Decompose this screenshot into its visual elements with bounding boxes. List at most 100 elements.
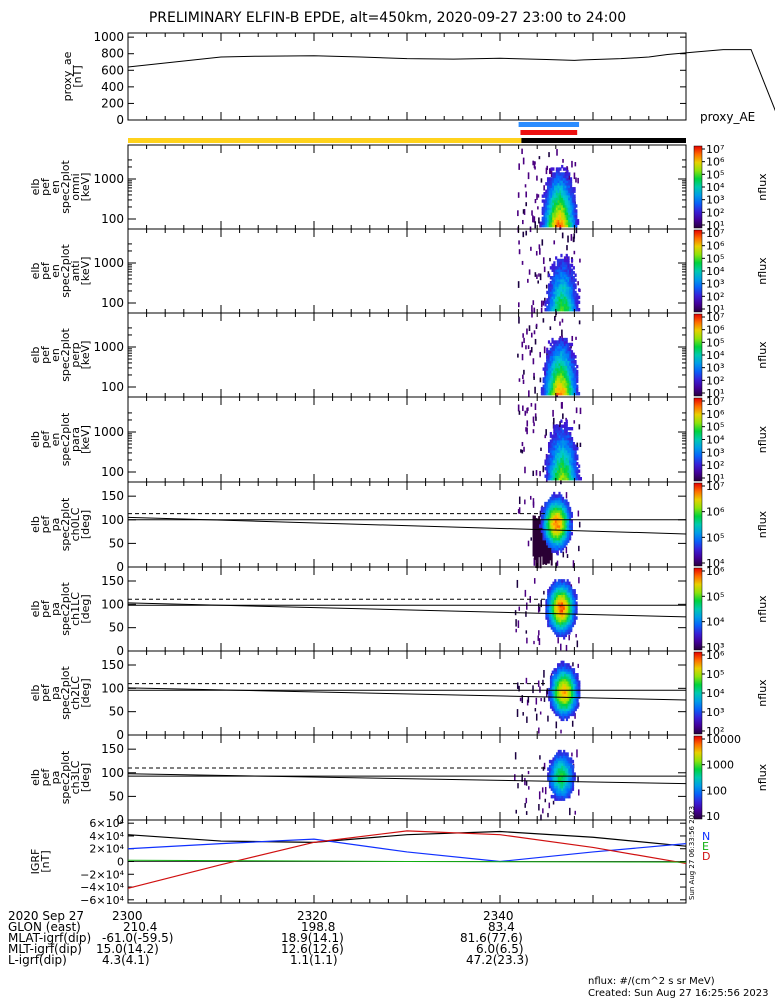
spec2plot-ch1LC-cell [550,596,553,600]
spec2plot-omni-cell [562,219,566,223]
spec2plot-anti-ylabel-line-2: en [49,264,62,278]
spec2plot-ch3LC-ytick-label-1: 50 [109,789,124,803]
footer-col-2-l: 47.2(23.3) [466,953,529,967]
spec2plot-perp-cell [535,325,538,329]
spec2plot-perp-cell [551,372,554,376]
spec2plot-anti-cell [576,293,579,297]
spec2plot-ch1LC-cell [571,623,575,628]
spec2plot-anti-cell [547,293,551,297]
spec2plot-ch3LC-cell [559,759,562,764]
spec2plot-anti-cell [553,280,556,285]
spec2plot-anti-cell [569,266,572,270]
spec2plot-ch1LC-cell [568,634,570,641]
spec2plot-omni-cell [562,209,566,213]
spec2plot-omni-cell [534,198,537,204]
spec2plot-ch0LC-cell [554,524,558,528]
spec2plot-omni-cell [566,216,569,221]
spec2plot-perp-cell [572,382,575,386]
spec2plot-ch3LC-cell [550,769,553,774]
spec2plot-perp-cell [539,351,541,358]
spec2plot-perp-cell [572,352,575,357]
spec2plot-omni-cell [561,219,564,223]
spec2plot-ch0LC-cell [544,531,547,536]
spec2plot-ch1LC-cell [555,594,559,598]
spec2plot-ch2LC-cell [551,697,554,702]
spec2plot-omni-cell [564,221,567,225]
spec2plot-omni-cell [555,182,558,186]
spec2plot-ch2LC-cell [565,668,569,672]
spec2plot-para-cell [560,444,563,448]
spec2plot-ch0LC-cell [562,551,565,558]
spec2plot-omni-cell [548,182,551,186]
spec2plot-para-cell [563,432,567,436]
spec2plot-ch2LC-cell [565,687,569,692]
spec2plot-anti-cell [553,303,556,307]
spec2plot-omni-cell [557,184,560,189]
spec2plot-ch2LC-cell [572,662,574,667]
spec2plot-para-cell [563,477,567,481]
spec2plot-ch2LC-cell [551,687,554,692]
spec2plot-ch1LC-cell [559,621,562,625]
spec2plot-ch2LC-cell [557,690,560,694]
spec2plot-ch1LC-cell [548,608,552,613]
spec2plot-ch3LC-cell [570,764,573,769]
spec2plot-para-cell [574,472,577,476]
spec2plot-para-cell [570,449,574,453]
spec2plot-perp-cell [554,387,558,391]
spec2plot-ch0LC-cell [554,534,558,538]
spec2plot-omni-cell [531,210,533,216]
spec2plot-ch1LC-cell [566,631,569,635]
spec2plot-ch3LC-cell [540,814,542,821]
spec2plot-para-cell [532,429,535,434]
spec2plot-omni-cell [541,209,544,213]
spec2plot-ch2LC-cell [572,690,576,694]
spec2plot-anti-cell [562,266,565,270]
spec2plot-ch0LC-cell [551,499,554,503]
spec2plot-para-cell [567,442,570,446]
spec2plot-ch2LC-cell [560,660,563,665]
spec2plot-ch0LC-cell [540,514,543,518]
spec2plot-anti-cell [570,293,574,297]
spec2plot-omni-cell [561,172,564,176]
spec2plot-para-ylabel-line-0: elb [29,431,42,448]
spec2plot-ch3LC-cell [563,764,566,769]
spec2plot-para-cell [551,437,554,441]
spec2plot-perp-cell [549,350,552,354]
spec2plot-anti-cell [572,303,575,307]
spec2plot-anti-cell [553,266,556,270]
spec2plot-anti-cell [570,283,574,287]
spec2plot-ch1LC-frame [127,566,687,652]
spec2plot-para-cell [547,442,551,446]
spec2plot-ch3LC-cell [574,810,577,815]
spec2plot-ch2LC-cell [562,673,565,677]
spec2plot-omni-cell [559,204,562,208]
spec2plot-omni-cell [522,209,525,214]
spec2plot-omni-cell [569,204,573,208]
spec2plot-ch1LC-cell [563,581,566,586]
spec2plot-ch2LC-cell [558,673,561,677]
spec2plot-omni-cells [517,148,580,234]
spec2plot-omni-cell [543,185,545,191]
spec2plot-ch3LC-colorbar-label-3: 10000 [706,733,741,746]
spec2plot-para-cell [556,477,560,481]
spec2plot-perp-cell [570,360,574,364]
spec2plot-perp-cell [572,379,575,384]
spec2plot-omni-cell [537,194,540,198]
spec2plot-anti-cell [553,240,556,245]
spec2plot-para-cell [542,465,545,473]
spec2plot-omni-cell [559,224,562,228]
spec2plot-omni-cell [561,174,564,179]
spec2plot-omni-cell [554,224,557,228]
spec2plot-ch0LC-cell [567,519,570,523]
spec2plot-para-cell [546,459,549,463]
spec2plot-ch0LC-cell [549,514,552,518]
spec2plot-perp-cell [563,352,566,357]
spec2plot-ch3LC-cell [566,759,569,764]
spec2plot-omni-cell [550,204,553,208]
spec2plot-perp-cell [571,335,574,342]
spec2plot-perp-cell [549,355,552,359]
spec2plot-ch0LC-cell [565,516,568,521]
spec2plot-ch3LC-cell [564,777,568,781]
spec2plot-perp-colorbar-label-0: 10¹ [706,387,724,400]
spec2plot-ch2LC-cell [557,685,560,689]
